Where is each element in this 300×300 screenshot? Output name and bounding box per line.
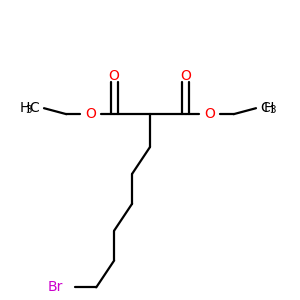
- Text: O: O: [204, 107, 215, 121]
- Text: 3: 3: [25, 105, 32, 115]
- Text: H: H: [264, 101, 274, 115]
- Text: H: H: [20, 101, 30, 115]
- Text: O: O: [85, 107, 96, 121]
- Text: Br: Br: [47, 280, 63, 294]
- Text: O: O: [180, 69, 191, 83]
- Text: C: C: [260, 101, 270, 115]
- Text: O: O: [109, 69, 120, 83]
- Text: C: C: [29, 101, 38, 115]
- Text: 3: 3: [269, 105, 276, 115]
